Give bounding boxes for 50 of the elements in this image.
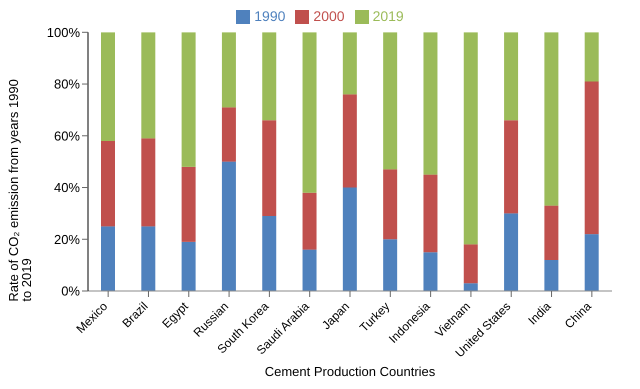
y-tick-label: 20% [54,232,80,247]
bar [101,226,115,291]
bar [342,94,357,188]
bar [262,32,276,120]
bar [262,216,276,291]
bar [262,120,276,216]
bar [222,107,236,162]
legend-label: 2000 [313,8,345,24]
bar [302,250,317,291]
bar [222,162,236,291]
bar [423,32,438,175]
bar [423,174,438,252]
bar [141,226,156,291]
bar [504,213,518,291]
bar [342,188,357,291]
bar [182,166,196,242]
bar [302,192,317,250]
y-tick-label: 40% [54,180,80,196]
bar [302,32,317,193]
bar [544,206,558,260]
bar [141,138,156,226]
bar [182,242,196,291]
bar [504,32,518,120]
y-axis-title: Rate of CO₂ emission from years 1990 to 2019 [6,79,34,302]
bar [222,32,236,108]
y-tick-label: 80% [54,76,80,92]
bar [342,32,357,94]
bar [383,32,398,170]
bar [544,260,558,291]
bar [504,120,518,214]
bar [383,239,398,291]
x-axis-title: Cement Production Countries [264,364,436,379]
y-tick-label: 0% [61,284,80,299]
bar [464,244,478,284]
bar [101,32,115,141]
legend-label: 1990 [254,8,286,24]
bar [464,283,478,291]
bar [464,32,478,244]
bar [584,234,599,291]
bar [584,32,599,82]
bar [544,32,558,206]
bar [383,169,398,240]
y-tick-label: 100% [46,24,80,40]
bar [423,252,438,291]
y-tick-label: 60% [54,128,80,144]
bar [141,32,156,138]
bar [584,81,599,234]
legend-label: 2019 [372,8,404,24]
bar [182,32,196,167]
bar [101,140,115,226]
